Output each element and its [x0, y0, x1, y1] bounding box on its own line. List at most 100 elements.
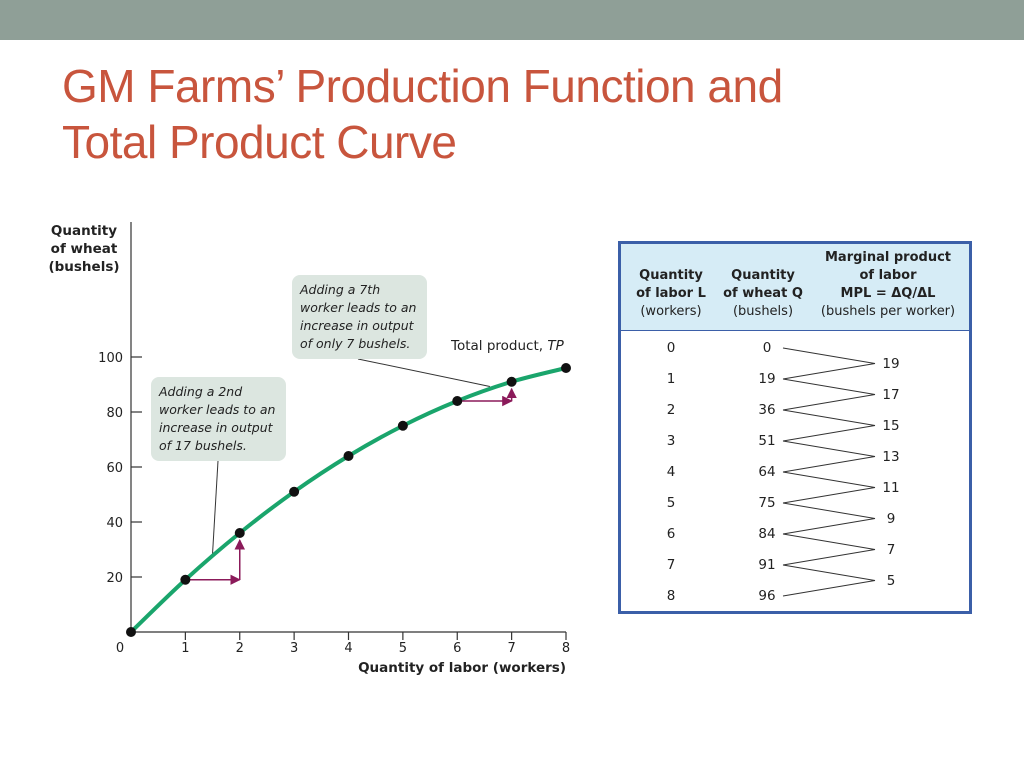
annotation-7th-worker: Adding a 7th worker leads to an increase…	[292, 275, 427, 359]
top-band	[0, 0, 1024, 40]
series-label-prefix: Total product,	[451, 338, 548, 354]
x-axis-title: Quantity of labor (workers)	[358, 660, 566, 676]
zigzag-segment-4b	[782, 487, 876, 504]
production-function-table: Quantity of labor L (workers) Quantity o…	[618, 241, 972, 614]
zigzag-segment-0b	[782, 363, 876, 380]
mpl-zigzag-lines	[782, 347, 876, 597]
annotation-7th-line-3: increase in output	[300, 318, 414, 333]
total-product-curve	[129, 366, 568, 634]
header-wheat-line-1: Quantity	[731, 268, 795, 283]
header-wheat: Quantity of wheat Q (bushels)	[717, 267, 809, 321]
labor-cell-6: 6	[666, 526, 676, 542]
mpl-cell-7: 5	[886, 572, 896, 589]
annotation-2nd-line-1: Adding a 2nd	[159, 384, 243, 399]
data-point-2	[234, 528, 245, 538]
data-point-3	[289, 486, 300, 497]
slide-title: GM Farms’ Production Function and Total …	[62, 58, 962, 170]
annotation-7th-line-4: of only 7 bushels.	[300, 336, 411, 351]
data-point-0	[126, 627, 136, 637]
header-wheat-line-2: of wheat Q	[723, 286, 803, 301]
wheat-cell-2: 36	[758, 402, 776, 418]
x-tick-label-7: 7	[507, 641, 515, 656]
wheat-cell-6: 84	[758, 526, 776, 542]
mpl-cell-3: 13	[882, 448, 900, 465]
mpl-cell-4: 11	[882, 479, 900, 496]
x-tick-label-6: 6	[453, 641, 461, 656]
zigzag-segment-3b	[782, 456, 876, 473]
zigzag-segment-7b	[782, 580, 876, 597]
mpl-cell-0: 19	[882, 355, 900, 372]
series-label-abbr: TP	[547, 338, 564, 354]
table-header: Quantity of labor L (workers) Quantity o…	[621, 244, 969, 331]
data-point-6	[452, 396, 463, 406]
wheat-cell-3: 51	[758, 433, 776, 449]
data-point-8	[561, 363, 571, 373]
labor-cell-0: 0	[666, 340, 676, 356]
annotation-2nd-line-3: increase in output	[159, 420, 273, 435]
data-point-7	[506, 376, 517, 387]
mpl-cell-1: 17	[882, 386, 900, 403]
labor-cell-8: 8	[666, 588, 676, 604]
mpl-cell-6: 7	[886, 541, 896, 558]
zigzag-segment-2a	[782, 409, 876, 426]
zigzag-segment-5b	[782, 518, 876, 535]
header-labor-line-2: of labor L	[636, 286, 706, 301]
y-tick-label-80: 80	[106, 406, 123, 421]
zigzag-segment-3a	[782, 440, 876, 457]
annotation-2nd-worker: Adding a 2nd worker leads to an increase…	[151, 377, 286, 461]
wheat-cell-0: 0	[762, 340, 772, 356]
header-labor-line-1: Quantity	[639, 268, 703, 283]
zigzag-segment-5a	[782, 502, 876, 519]
y-tick-label-100: 100	[98, 351, 123, 366]
labor-cell-3: 3	[666, 433, 676, 449]
labor-cell-5: 5	[666, 495, 676, 511]
x-tick-label-5: 5	[399, 641, 407, 656]
x-tick-label-3: 3	[290, 641, 298, 656]
y-tick-label-20: 20	[106, 571, 123, 586]
wheat-cell-5: 75	[758, 495, 776, 511]
y-tick-label-40: 40	[106, 516, 123, 531]
header-wheat-unit: (bushels)	[732, 304, 794, 319]
data-point-5	[397, 420, 408, 431]
header-mpl-unit: (bushels per worker)	[820, 304, 956, 319]
x-tick-label-4: 4	[344, 641, 352, 656]
x-tick-label-1: 1	[181, 641, 189, 656]
zigzag-segment-6b	[782, 549, 876, 566]
y-axis-title: Quantity of wheat (bushels)	[40, 222, 128, 276]
header-labor: Quantity of labor L (workers)	[625, 267, 717, 321]
y-axis-title-line-1: Quantity	[50, 223, 118, 239]
mpl-cell-5: 9	[886, 510, 896, 527]
labor-cell-1: 1	[666, 371, 676, 387]
header-labor-unit: (workers)	[640, 304, 702, 319]
wheat-cell-1: 19	[758, 371, 776, 387]
zigzag-segment-1a	[782, 378, 876, 395]
slide-title-line-1: GM Farms’ Production Function and	[62, 60, 783, 112]
header-mpl: Marginal product of labor MPL = ΔQ/ΔL (b…	[813, 249, 963, 321]
data-point-4	[343, 451, 354, 461]
data-point-1	[180, 574, 191, 585]
y-tick-label-60: 60	[106, 461, 123, 476]
labor-cell-2: 2	[666, 402, 676, 418]
zigzag-segment-2b	[782, 425, 876, 442]
wheat-cell-8: 96	[758, 588, 776, 604]
annotation-7th-line-2: worker leads to an	[300, 300, 417, 315]
labor-cell-4: 4	[666, 464, 676, 480]
annotation-leader-1	[212, 460, 219, 554]
wheat-cell-4: 64	[758, 464, 776, 480]
mpl-cell-2: 15	[882, 417, 900, 434]
labor-cell-7: 7	[666, 557, 676, 573]
slide-title-line-2: Total Product Curve	[62, 116, 457, 168]
series-label-total-product: Total product, TP	[451, 338, 564, 354]
x-tick-label-2: 2	[236, 641, 244, 656]
zigzag-segment-0a	[782, 347, 876, 364]
x-tick-label-0: 0	[116, 641, 124, 656]
y-axis-title-line-3: (bushels)	[48, 259, 120, 275]
zigzag-segment-6a	[782, 533, 876, 550]
zigzag-segment-7a	[782, 564, 876, 581]
annotation-2nd-line-2: worker leads to an	[159, 402, 276, 417]
wheat-cell-7: 91	[758, 557, 776, 573]
y-axis-title-line-2: of wheat	[50, 241, 118, 257]
annotation-7th-line-1: Adding a 7th	[300, 282, 381, 297]
annotation-2nd-line-4: of 17 bushels.	[159, 438, 247, 453]
header-mpl-line-2: of labor	[859, 268, 917, 283]
